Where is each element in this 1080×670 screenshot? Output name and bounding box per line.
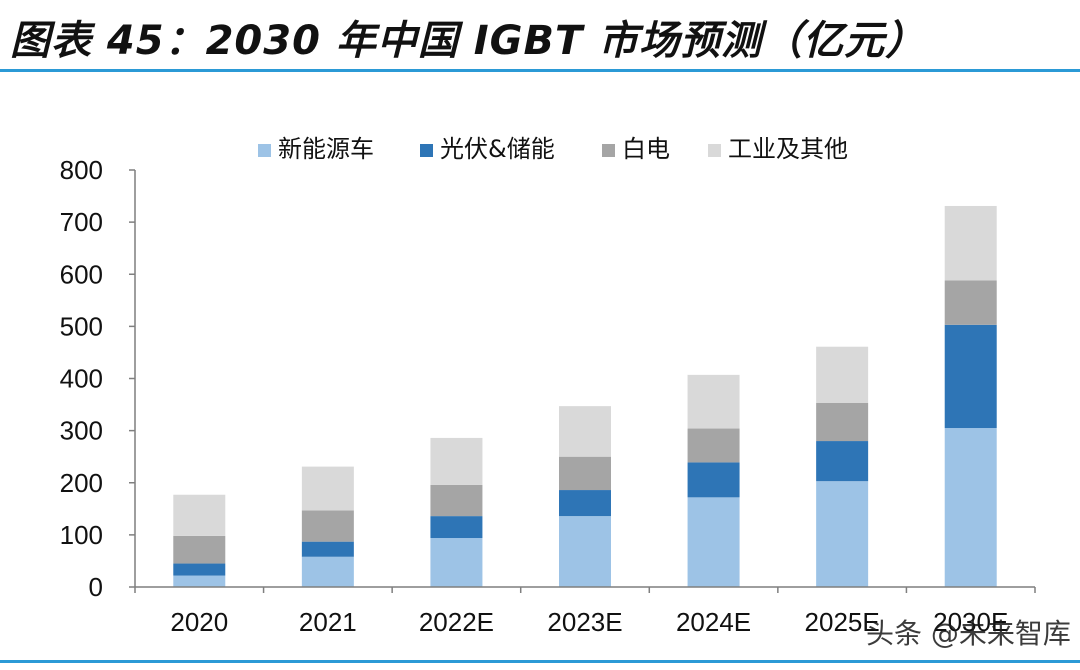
x-axis: 2020 2021 2022E 2023E 2024E 2025E 2030E [134,586,1036,637]
bar-segment [559,456,611,491]
legend-item: 光伏&储能 [420,135,555,163]
y-tick-label: 200 [60,468,103,498]
y-tick-label: 800 [60,155,103,185]
y-tick-label: 0 [89,572,103,602]
legend-label: 白电 [622,135,670,163]
y-tick-label: 300 [60,416,103,446]
legend-swatch [708,144,721,157]
watermark-text: 头条 @未来智库 [866,617,1071,650]
bottom-rule [0,660,1080,663]
bar-stack-2022E [430,437,483,587]
bar-segment [944,428,997,587]
x-tick-label: 2025E [805,607,880,637]
bar-segment [173,575,226,587]
x-tick-label: 2024E [676,607,751,637]
bar-segment [430,516,483,539]
bar-segment [430,437,483,485]
bar-stack-2023E [559,406,611,587]
legend-swatch [602,144,615,157]
y-tick-label: 600 [60,259,103,289]
bar-segment [173,535,226,564]
bars [173,205,997,587]
bar-segment [430,538,483,587]
bar-segment [687,428,740,463]
bar-segment [559,490,611,517]
legend-item: 白电 [602,135,670,163]
x-tick-label: 2020 [170,607,228,637]
x-tick-label: 2022E [419,607,494,637]
bar-segment [944,205,997,281]
bar-segment [173,494,226,536]
legend-label: 工业及其他 [728,135,848,163]
legend-swatch [258,144,271,157]
y-tick-label: 100 [60,520,103,550]
x-tick-label: 2023E [547,607,622,637]
title-bar: 图表 45：2030 年中国 IGBT 市场预测（亿元） [0,0,1080,72]
bar-segment [816,481,869,587]
bar-stack-2021 [301,466,354,587]
legend-item: 工业及其他 [708,135,848,163]
bar-stack-2024E [687,374,740,587]
y-tick-label: 500 [60,311,103,341]
x-tick-label: 2030E [933,607,1008,637]
y-axis: 0 100 200 300 400 500 600 700 800 [60,155,136,602]
bar-stack-2020 [173,494,226,587]
bar-segment [559,406,611,457]
legend-swatch [420,144,433,157]
legend-label: 新能源车 [278,135,374,163]
page-title: 图表 45：2030 年中国 IGBT 市场预测（亿元） [10,18,927,64]
bar-segment [944,324,997,429]
bar-segment [816,402,869,442]
bar-segment [687,374,740,429]
bar-segment [944,280,997,325]
bar-segment [301,466,354,511]
bar-stack-2030E [944,205,997,587]
bar-segment [430,484,483,517]
bar-segment [301,510,354,542]
bar-segment [816,441,869,482]
x-tick-label: 2021 [299,607,357,637]
bar-stack-2025E [816,346,869,587]
y-tick-label: 700 [60,207,103,237]
legend-label: 光伏&储能 [440,135,555,163]
bar-segment [687,497,740,587]
bar-segment [301,556,354,587]
bar-segment [816,346,869,403]
chart-legend: 新能源车 光伏&储能 白电 工业及其他 [258,135,848,163]
bar-segment [173,563,226,576]
bar-segment [687,462,740,498]
bar-segment [559,516,611,587]
bar-segment [301,541,354,557]
legend-item: 新能源车 [258,135,374,163]
y-tick-label: 400 [60,364,103,394]
